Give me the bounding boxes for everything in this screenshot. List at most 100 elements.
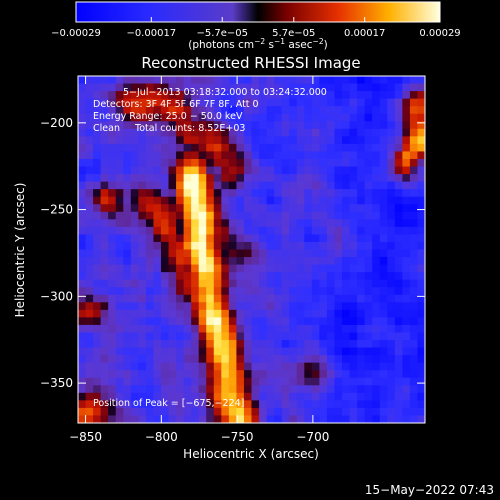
heatmap-cell xyxy=(221,226,230,235)
heatmap-cell xyxy=(304,166,313,175)
heatmap-cell xyxy=(266,158,275,167)
heatmap-cell xyxy=(402,91,411,100)
heatmap-cell xyxy=(108,98,117,107)
heatmap-cell xyxy=(108,355,117,364)
heatmap-cell xyxy=(349,385,358,394)
heatmap-cell xyxy=(85,294,94,303)
heatmap-cell xyxy=(221,121,230,130)
heatmap-cell xyxy=(342,407,350,416)
heatmap-cell xyxy=(243,181,252,190)
heatmap-cell xyxy=(334,347,343,356)
heatmap-cell xyxy=(123,370,132,379)
heatmap-cell xyxy=(357,181,366,190)
heatmap-cell xyxy=(85,106,94,115)
heatmap-cell xyxy=(108,324,117,333)
heatmap-cell xyxy=(228,181,237,190)
heatmap-cell xyxy=(168,158,177,167)
heatmap-cell xyxy=(372,324,381,333)
heatmap-cell xyxy=(379,113,388,122)
heatmap-cell xyxy=(100,264,109,273)
heatmap-cell xyxy=(394,377,403,386)
heatmap-cell xyxy=(123,106,132,115)
heatmap-cell xyxy=(296,332,305,341)
heatmap-cell xyxy=(160,181,169,190)
heatmap-cell xyxy=(326,121,335,130)
heatmap-cell xyxy=(236,174,245,183)
heatmap-cell xyxy=(206,136,215,145)
heatmap-cell xyxy=(236,370,245,379)
heatmap-cell xyxy=(206,106,215,115)
heatmap-cell xyxy=(319,158,328,167)
heatmap-cell xyxy=(409,385,418,394)
heatmap-cell xyxy=(417,174,425,183)
heatmap-cell xyxy=(221,400,230,409)
heatmap-cell xyxy=(108,204,117,213)
heatmap-cell xyxy=(78,324,86,333)
heatmap-cell xyxy=(236,264,245,273)
heatmap-cell xyxy=(274,98,283,107)
heatmap-cell xyxy=(372,136,381,145)
heatmap-cell xyxy=(296,83,305,92)
heatmap-cell xyxy=(168,83,177,92)
heatmap-cell xyxy=(311,347,320,356)
heatmap-cell xyxy=(115,294,124,303)
heatmap-cell xyxy=(78,91,86,100)
heatmap-cell xyxy=(349,407,358,416)
heatmap-cell xyxy=(251,219,260,228)
heatmap-cell xyxy=(319,151,328,160)
heatmap-cell xyxy=(85,257,94,265)
heatmap-cell xyxy=(319,272,328,281)
heatmap-cell xyxy=(409,407,418,416)
heatmap-cell xyxy=(334,294,343,303)
heatmap-cell xyxy=(115,204,124,213)
heatmap-cell xyxy=(145,294,154,303)
heatmap-cell xyxy=(213,257,222,265)
heatmap-cell xyxy=(183,324,192,333)
heatmap-cell xyxy=(221,196,230,205)
heatmap-cell xyxy=(274,166,283,175)
heatmap-cell xyxy=(289,287,298,296)
heatmap-cell xyxy=(243,385,252,394)
heatmap-cell xyxy=(402,340,411,348)
heatmap-cell xyxy=(183,302,192,311)
heatmap-cell xyxy=(123,392,132,401)
heatmap-cell xyxy=(221,385,230,394)
heatmap-cell xyxy=(311,76,320,84)
heatmap-cell xyxy=(191,377,200,386)
heatmap-cell xyxy=(85,377,94,386)
heatmap-cell xyxy=(168,317,177,326)
heatmap-cell xyxy=(168,362,177,371)
heatmap-cell xyxy=(213,219,222,228)
heatmap-cell xyxy=(311,219,320,228)
heatmap-cell xyxy=(145,407,154,416)
heatmap-cell xyxy=(100,347,109,356)
heatmap-cell xyxy=(281,121,290,130)
heatmap-cell xyxy=(168,347,177,356)
heatmap-cell xyxy=(357,362,366,371)
heatmap-cell xyxy=(145,226,154,235)
heatmap-cell xyxy=(289,181,298,190)
heatmap-cell xyxy=(364,136,373,145)
heatmap-cell xyxy=(78,196,86,205)
heatmap-cell xyxy=(198,174,207,183)
heatmap-cell xyxy=(311,370,320,379)
heatmap-cell xyxy=(364,91,373,100)
heatmap-cell xyxy=(274,174,283,183)
heatmap-cell xyxy=(319,332,328,341)
heatmap-cell xyxy=(191,257,200,265)
heatmap-cell xyxy=(100,355,109,364)
heatmap-cell xyxy=(115,181,124,190)
heatmap-cell xyxy=(138,98,147,107)
heatmap-cell xyxy=(274,196,283,205)
heatmap-cell xyxy=(123,98,132,107)
heatmap-cell xyxy=(138,211,147,220)
heatmap-cell xyxy=(266,151,275,160)
heatmap-cell xyxy=(160,264,169,273)
heatmap-cell xyxy=(266,317,275,326)
heatmap-cell xyxy=(274,257,283,265)
heatmap-cell xyxy=(259,385,267,394)
heatmap-cell xyxy=(296,415,305,423)
heatmap-cell xyxy=(364,264,373,273)
heatmap-cell xyxy=(183,211,192,220)
heatmap-cell xyxy=(304,128,313,137)
